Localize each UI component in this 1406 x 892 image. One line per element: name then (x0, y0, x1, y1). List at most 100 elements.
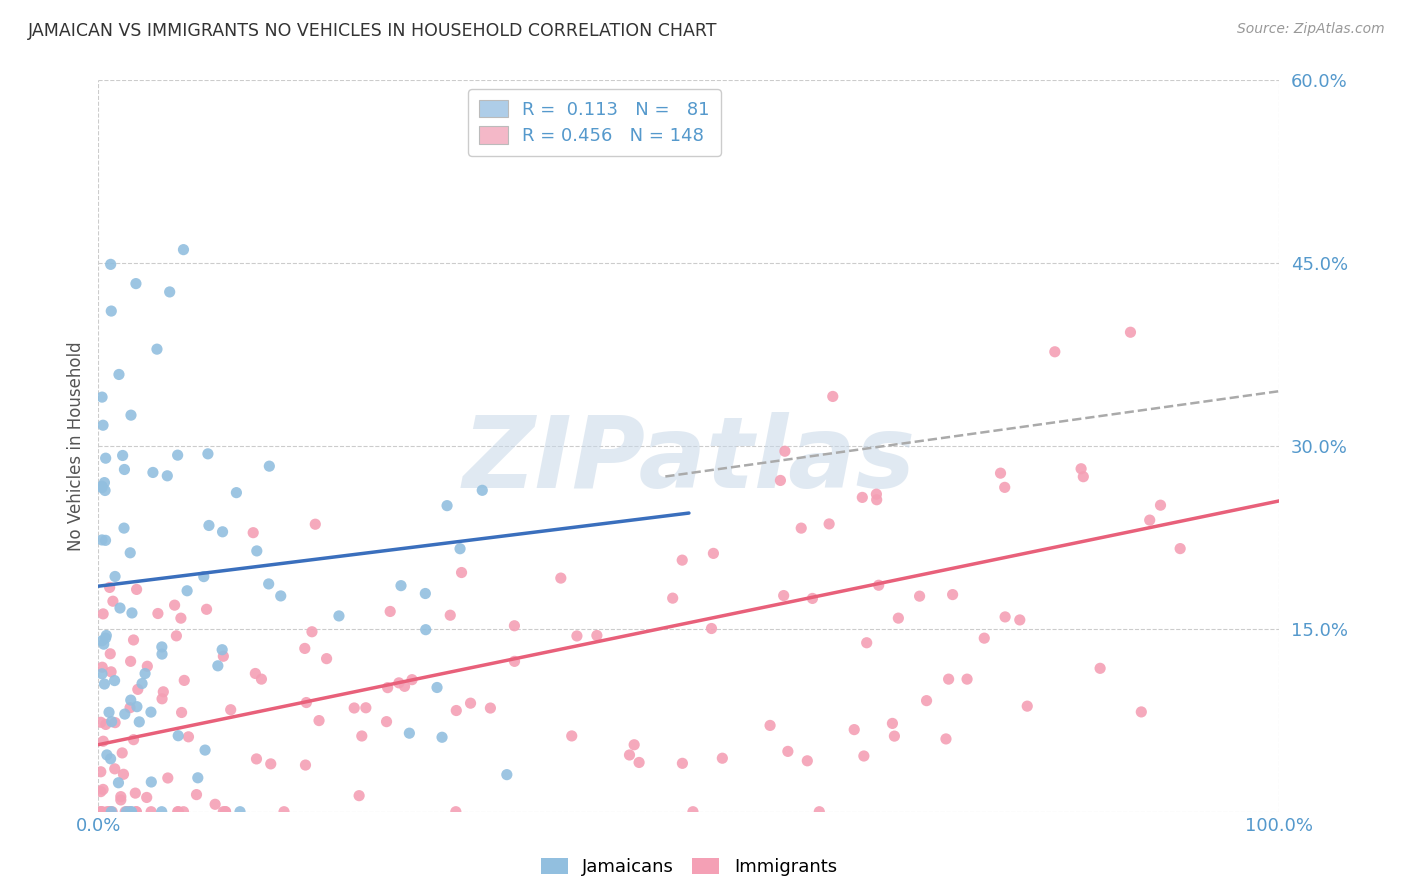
Point (156, 468, 179, 483)
Point (343, 701, 366, 715)
Point (294, 641, 316, 656)
Point (711, 751, 734, 765)
Point (135, 790, 157, 805)
Legend: Jamaicans, Immigrants: Jamaicans, Immigrants (534, 850, 844, 883)
Point (186, 788, 208, 802)
Point (104, 715, 127, 730)
Point (586, 628, 609, 642)
Point (852, 749, 875, 764)
Point (90, 805, 112, 819)
Point (176, 583, 198, 598)
Point (91, 805, 114, 819)
Point (112, 767, 135, 781)
Point (908, 589, 931, 603)
Point (354, 700, 377, 714)
Point (195, 602, 218, 616)
Point (436, 499, 458, 513)
Point (759, 718, 782, 732)
Point (96, 805, 118, 819)
Point (212, 805, 235, 819)
Point (246, 544, 269, 558)
Point (110, 789, 132, 804)
Point (142, 466, 165, 480)
Point (91, 481, 114, 495)
Point (450, 566, 472, 580)
Point (446, 704, 468, 718)
Point (120, 805, 142, 819)
Point (990, 466, 1012, 480)
Point (471, 483, 494, 498)
Point (821, 389, 844, 403)
Point (100, 665, 122, 679)
Point (163, 598, 186, 612)
Point (112, 462, 135, 476)
Point (98, 805, 121, 819)
Point (769, 474, 792, 488)
Point (415, 623, 437, 637)
Point (702, 546, 724, 560)
Point (225, 485, 247, 500)
Point (139, 705, 162, 719)
Point (380, 604, 402, 618)
Point (91, 607, 114, 621)
Point (257, 577, 280, 591)
Point (93, 677, 115, 691)
Point (882, 716, 904, 731)
Point (91, 479, 114, 493)
Point (125, 805, 148, 819)
Point (111, 449, 134, 463)
Point (122, 632, 145, 647)
Point (503, 619, 526, 633)
Point (134, 666, 156, 681)
Point (125, 582, 148, 597)
Point (772, 589, 794, 603)
Point (389, 579, 412, 593)
Point (170, 611, 193, 625)
Point (938, 672, 960, 686)
Point (415, 586, 437, 600)
Point (117, 805, 139, 819)
Point (398, 726, 420, 740)
Text: Source: ZipAtlas.com: Source: ZipAtlas.com (1237, 22, 1385, 37)
Point (773, 444, 796, 458)
Point (120, 693, 142, 707)
Point (139, 805, 162, 819)
Point (128, 714, 150, 729)
Point (98, 706, 121, 720)
Point (177, 730, 200, 744)
Point (1168, 541, 1191, 556)
Point (394, 679, 416, 693)
Point (108, 368, 131, 382)
Point (197, 447, 219, 461)
Point (94, 451, 117, 466)
Point (98, 805, 121, 819)
Point (260, 756, 283, 771)
Point (101, 594, 124, 608)
Point (101, 805, 124, 819)
Point (100, 714, 122, 729)
Point (214, 805, 236, 819)
Point (91, 390, 114, 404)
Point (671, 756, 693, 771)
Point (245, 666, 267, 681)
Point (96, 628, 118, 642)
Point (1139, 513, 1161, 527)
Point (295, 696, 318, 710)
Point (100, 805, 122, 819)
Point (90, 805, 112, 819)
Point (91, 660, 114, 674)
Point (172, 243, 194, 257)
Point (211, 524, 233, 539)
Point (94, 533, 117, 548)
Point (165, 629, 187, 643)
Point (308, 714, 330, 728)
Point (776, 744, 799, 758)
Point (100, 257, 122, 271)
Point (125, 699, 148, 714)
Point (90, 784, 112, 798)
Point (152, 685, 174, 699)
Point (1149, 498, 1171, 512)
Point (818, 516, 841, 531)
Point (90, 764, 112, 779)
Point (98, 647, 121, 661)
